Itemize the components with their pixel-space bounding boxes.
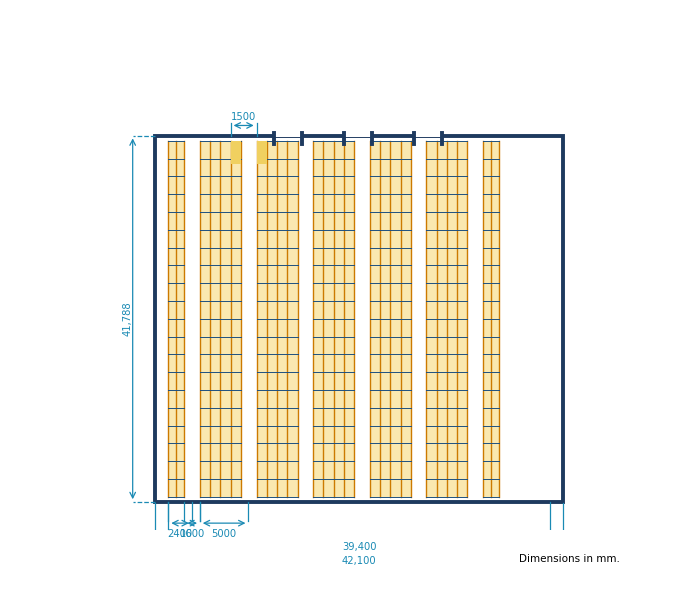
Text: 1500: 1500 — [231, 112, 256, 122]
Bar — [168, 141, 184, 497]
Bar — [370, 141, 411, 497]
Bar — [426, 141, 468, 497]
Text: 41,788: 41,788 — [122, 302, 133, 336]
Text: Dimensions in mm.: Dimensions in mm. — [519, 555, 620, 564]
Bar — [257, 141, 297, 497]
Bar — [156, 136, 563, 502]
Text: 5000: 5000 — [211, 529, 237, 539]
Text: 42,100: 42,100 — [342, 556, 376, 566]
Bar — [313, 141, 355, 497]
Bar — [200, 141, 241, 497]
Text: 1600: 1600 — [179, 529, 205, 539]
Bar — [344, 126, 372, 137]
Text: 2400: 2400 — [168, 529, 193, 539]
Bar — [274, 126, 302, 137]
Bar — [257, 141, 267, 164]
Text: 39,400: 39,400 — [342, 543, 376, 552]
Bar — [231, 141, 241, 164]
Bar — [414, 126, 443, 137]
Bar — [483, 141, 499, 497]
